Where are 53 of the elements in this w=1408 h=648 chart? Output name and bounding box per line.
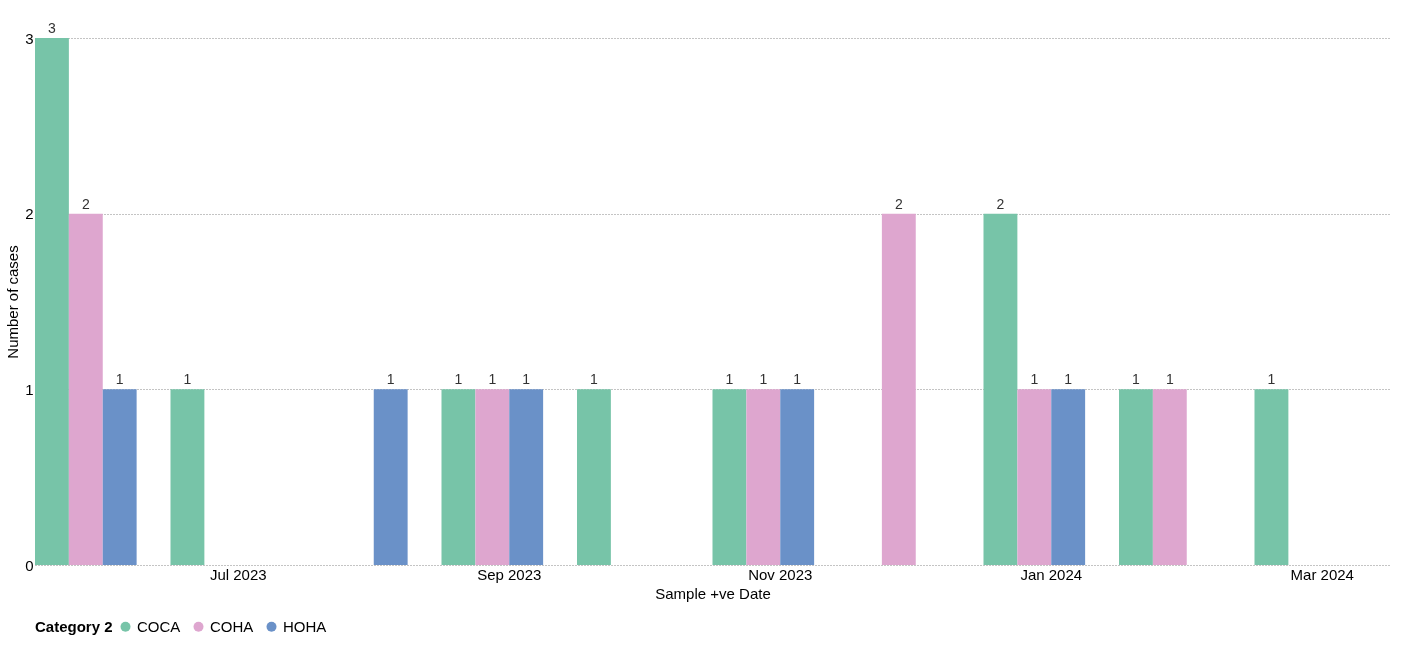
bar xyxy=(881,213,916,565)
legend-label: COCA xyxy=(137,617,181,635)
bar xyxy=(35,38,69,565)
x-axis-title: Sample +ve Date xyxy=(655,584,771,602)
bar xyxy=(475,389,510,565)
y-axis-title: Number of cases xyxy=(4,245,22,359)
data-label: 1 xyxy=(522,371,531,388)
data-label: 2 xyxy=(996,195,1005,212)
y-tick-label: 1 xyxy=(25,380,34,398)
y-tick-label: 2 xyxy=(25,205,34,223)
bar xyxy=(170,389,205,565)
x-tick-label: Mar 2024 xyxy=(1290,565,1354,583)
data-label: 1 xyxy=(183,371,192,388)
data-label: 1 xyxy=(1267,371,1276,388)
bar xyxy=(1051,389,1086,565)
data-label: 1 xyxy=(590,371,599,388)
data-label: 1 xyxy=(793,371,802,388)
bar xyxy=(983,213,1018,565)
x-tick-label: Jan 2024 xyxy=(1020,565,1083,583)
data-label: 1 xyxy=(488,371,497,388)
data-label: 2 xyxy=(81,195,90,212)
data-label: 2 xyxy=(894,195,903,212)
legend-title: Category 2 xyxy=(35,618,113,635)
x-tick-label: Nov 2023 xyxy=(748,565,813,583)
bar xyxy=(1017,389,1052,565)
bar xyxy=(1119,389,1153,565)
legend-label: HOHA xyxy=(283,617,327,635)
data-label: 1 xyxy=(115,371,124,388)
bar xyxy=(373,389,408,565)
y-tick-label: 0 xyxy=(25,556,34,574)
bar xyxy=(1254,389,1289,565)
bar xyxy=(780,389,815,565)
bar xyxy=(577,389,611,565)
bar xyxy=(68,213,103,565)
data-label: 1 xyxy=(759,371,768,388)
x-tick-label: Sep 2023 xyxy=(477,565,542,583)
bar xyxy=(712,389,747,565)
data-label: 1 xyxy=(1064,371,1073,388)
bar xyxy=(746,389,781,565)
bar xyxy=(441,389,476,565)
bar xyxy=(102,389,137,565)
data-label: 1 xyxy=(454,371,463,388)
legend-label: COHA xyxy=(210,617,254,635)
bar xyxy=(1152,389,1187,565)
data-label: 1 xyxy=(1030,371,1039,388)
data-label: 1 xyxy=(386,371,395,388)
y-tick-label: 3 xyxy=(25,29,34,47)
data-label: 1 xyxy=(1132,371,1141,388)
data-label: 1 xyxy=(1165,371,1174,388)
bar xyxy=(509,389,544,565)
data-label: 1 xyxy=(725,371,734,388)
x-tick-label: Jul 2023 xyxy=(209,565,267,583)
data-label: 3 xyxy=(48,20,57,36)
